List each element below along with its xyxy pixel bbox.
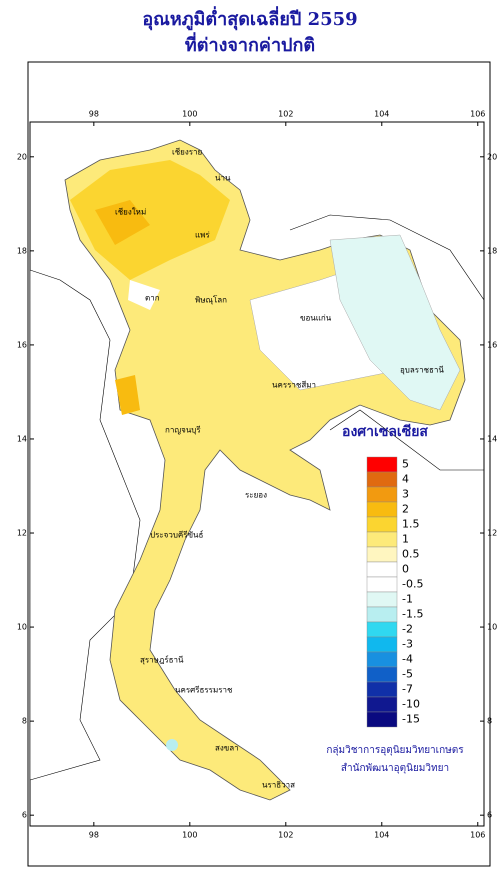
place-label: พิษณุโลก <box>195 295 227 305</box>
place-label: นราธิวาส <box>262 781 295 790</box>
legend-label: 2 <box>402 503 409 516</box>
legend-label: -2 <box>402 623 413 636</box>
credit: สำนักพัฒนาอุตุนิยมวิทยา <box>341 763 449 774</box>
legend-swatch <box>366 651 398 668</box>
legend-label: -15 <box>402 713 420 726</box>
legend-swatch <box>366 681 398 698</box>
x-tick-label: 100 <box>182 110 197 119</box>
legend-swatch <box>366 531 398 548</box>
x-tick-label: 106 <box>470 831 485 840</box>
y-tick-label: 10 <box>487 623 497 632</box>
place-label: เชียงใหม่ <box>115 208 146 217</box>
place-label: สงขลา <box>215 744 239 753</box>
y-tick-label: 14 <box>17 434 27 443</box>
outer-frame <box>27 61 491 867</box>
y-tick-label: 12 <box>487 529 497 538</box>
title-line: อุณหภูมิต่ำสุดเฉลี่ยปี 2559 <box>142 6 357 31</box>
place-label: สุราษฎร์ธานี <box>140 655 184 665</box>
y-tick-label: 18 <box>17 246 27 255</box>
y-tick-label: 8 <box>487 717 492 726</box>
legend-label: 5 <box>402 458 409 471</box>
x-tick-label: 100 <box>182 831 197 840</box>
legend-title: องศาเซลเซียส <box>342 424 428 440</box>
legend-label: -4 <box>402 653 413 666</box>
x-tick-label: 106 <box>470 110 485 119</box>
legend-label: -10 <box>402 698 420 711</box>
legend-swatch <box>366 501 398 518</box>
land <box>29 139 485 801</box>
place-labels: เชียงราย เชียงใหม่ น่าน แพร่ ตาก พิษณุโล… <box>115 148 444 790</box>
y-tick-label: 16 <box>17 340 27 349</box>
y-tick-label: 14 <box>487 434 497 443</box>
x-tick-label: 98 <box>89 831 99 840</box>
place-label: อุบลราชธานี <box>400 366 444 375</box>
place-label: ขอนแก่น <box>300 314 332 323</box>
legend-label: 1.5 <box>402 518 420 531</box>
place-label: ตาก <box>145 294 160 303</box>
legend-swatch <box>366 696 398 713</box>
y-tick-label: 20 <box>17 152 27 161</box>
place-label: ประจวบคีรีขันธ์ <box>150 530 204 540</box>
legend-label: -1 <box>402 593 413 606</box>
legend-label: -3 <box>402 638 413 651</box>
legend-swatch <box>366 666 398 683</box>
legend-label: 0 <box>402 563 409 576</box>
place-label: นครราชสีมา <box>272 381 316 390</box>
legend-swatch <box>366 486 398 503</box>
place-label: เชียงราย <box>172 148 202 157</box>
x-tick-label: 102 <box>278 831 293 840</box>
y-tick-label: 10 <box>17 623 27 632</box>
legend-swatch <box>366 516 398 533</box>
title-line: ที่ต่างจากค่าปกติ <box>185 32 315 56</box>
legend-label: 3 <box>402 488 409 501</box>
place-label: กาญจนบุรี <box>165 426 201 435</box>
x-tick-label: 104 <box>374 110 389 119</box>
legend-label: -5 <box>402 668 413 681</box>
legend-swatch <box>366 456 398 473</box>
x-tick-label: 104 <box>374 831 389 840</box>
legend-label: -0.5 <box>402 578 423 591</box>
y-tick-label: 12 <box>17 529 27 538</box>
place-label: ระยอง <box>245 491 267 500</box>
legend-swatch <box>366 471 398 488</box>
place-label: นครศรีธรรมราช <box>175 686 233 695</box>
credit: กลุ่มวิชาการอุตุนิยมวิทยาเกษตร <box>326 745 464 756</box>
legend-label: 1 <box>402 533 409 546</box>
x-tick-label: 102 <box>278 110 293 119</box>
legend-label: -1.5 <box>402 608 423 621</box>
y-tick-label: 6 <box>22 811 27 820</box>
y-tick-label: 16 <box>487 340 497 349</box>
legend-label: 4 <box>402 473 409 486</box>
legend-swatch <box>366 606 398 623</box>
legend-swatch <box>366 546 398 563</box>
legend-swatch <box>366 621 398 638</box>
place-label: น่าน <box>215 174 231 183</box>
legend-swatch <box>366 591 398 608</box>
legend-label: 0.5 <box>402 548 420 561</box>
place-label: แพร่ <box>195 231 210 240</box>
legend-swatch <box>366 636 398 653</box>
legend-swatch <box>366 561 398 578</box>
legend-swatch <box>366 711 398 728</box>
y-tick-label: 6 <box>487 811 492 820</box>
legend-label: -7 <box>402 683 413 696</box>
y-tick-label: 20 <box>487 152 497 161</box>
legend-swatch <box>366 576 398 593</box>
y-tick-label: 8 <box>22 717 27 726</box>
x-tick-label: 98 <box>89 110 99 119</box>
y-tick-label: 18 <box>487 246 497 255</box>
